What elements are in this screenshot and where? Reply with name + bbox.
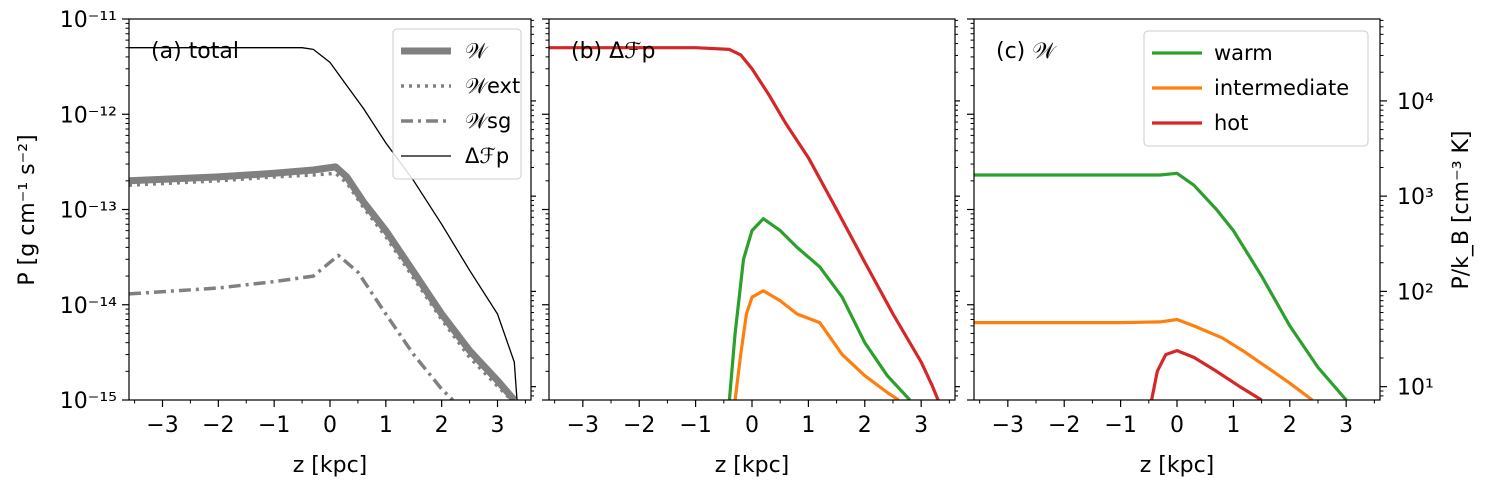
legend-label: Δℱp — [465, 144, 509, 168]
panel-label: (b) Δℱp — [571, 39, 655, 64]
series-line-series-2 — [733, 289, 900, 400]
series-line-𝒲 — [129, 163, 517, 400]
series-line-𝒲ext — [129, 171, 513, 400]
y-tick-label: 10⁻¹³ — [60, 199, 117, 224]
x-tick-label: 0 — [745, 413, 759, 438]
series-line-series-0 — [549, 46, 940, 400]
x-axis-label: z [kpc] — [293, 453, 368, 478]
x-tick-label: −3 — [146, 413, 178, 438]
y-tick-label: 10⁻¹² — [60, 103, 117, 128]
legend-box — [392, 28, 522, 180]
x-tick-label: 2 — [858, 413, 872, 438]
panel-label: (a) total — [151, 39, 239, 64]
y-axis-label-left: P [g cm⁻¹ s⁻²] — [15, 134, 40, 285]
y-axis-label-right: P/k_B [cm⁻³ K] — [1449, 130, 1474, 289]
y-tick-label: 10⁻¹¹ — [60, 8, 117, 33]
legend-label: 𝒲sg — [465, 109, 511, 133]
right-y-tick-label: 10³ — [1397, 185, 1434, 210]
x-tick-label: 2 — [1283, 413, 1297, 438]
right-y-tick-label: 10⁴ — [1397, 90, 1434, 115]
plot-frame — [548, 18, 956, 401]
legend-box — [1143, 30, 1369, 147]
x-tick-label: 0 — [1170, 413, 1184, 438]
right-y-tick-label: 10¹ — [1397, 376, 1434, 401]
series-line-warm — [974, 171, 1348, 400]
panel-c-w-phases: −3 −2 −1 0 1 2 3 z [kpc] (c) 𝒲 10⁴ 10³ 10² 10¹ warm in… — [967, 18, 1434, 478]
x-tick-label: −1 — [258, 413, 290, 438]
legend-label: 𝒲 — [465, 39, 489, 63]
series-line-series-1 — [727, 217, 912, 400]
x-tick-label: 3 — [1339, 413, 1353, 438]
series-line-intermediate — [974, 317, 1314, 400]
panel-label: (c) 𝒲 — [996, 39, 1057, 64]
x-tick-label: 2 — [435, 413, 449, 438]
x-tick-label: −2 — [202, 413, 234, 438]
series-line-𝒲sg — [129, 253, 455, 400]
y-tick-label: 10⁻¹⁵ — [60, 389, 117, 414]
x-tick-label: 1 — [801, 413, 815, 438]
x-tick-label: −1 — [679, 413, 711, 438]
x-tick-label: 1 — [1226, 413, 1240, 438]
x-tick-label: −2 — [1048, 413, 1080, 438]
x-axis-label: z [kpc] — [1140, 453, 1215, 478]
series-group — [129, 47, 518, 400]
panel-a-total: −3 −2 −1 0 1 2 3 z [kpc] 10⁻¹¹ 10⁻¹² 10⁻¹³ 10⁻¹⁴ 10⁻… — [60, 8, 536, 478]
x-axis-label: z [kpc] — [715, 453, 790, 478]
x-tick-label: 0 — [323, 413, 337, 438]
series-group — [549, 46, 940, 400]
x-tick-label: 3 — [491, 413, 505, 438]
x-tick-label: −3 — [992, 413, 1024, 438]
x-tick-label: −1 — [1104, 413, 1136, 438]
legend-label: 𝒲ext — [465, 74, 520, 98]
series-line-Δℱp — [129, 47, 518, 400]
right-y-tick-label: 10² — [1397, 280, 1434, 305]
x-tick-label: 1 — [379, 413, 393, 438]
series-line-hot — [1150, 349, 1263, 400]
series-group — [974, 171, 1348, 400]
x-tick-label: −3 — [567, 413, 599, 438]
legend-label: intermediate — [1214, 76, 1349, 100]
x-tick-label: 3 — [914, 413, 928, 438]
legend-label: hot — [1214, 111, 1248, 135]
panel-b-delta-fp: −3 −2 −1 0 1 2 3 z [kpc] (b) Δℱp — [542, 18, 960, 478]
y-tick-label: 10⁻¹⁴ — [60, 294, 117, 319]
x-tick-label: −2 — [623, 413, 655, 438]
legend-label: warm — [1214, 41, 1273, 65]
